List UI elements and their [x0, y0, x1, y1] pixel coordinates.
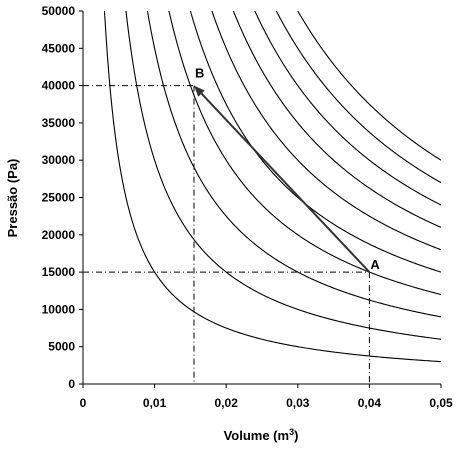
y-tick-label: 20000 [42, 228, 76, 242]
guide-lines [83, 85, 370, 384]
isotherm-curve [254, 10, 442, 206]
y-tick-label: 10000 [42, 302, 76, 316]
isotherm-curve [168, 10, 442, 296]
process-arrow-layer [193, 85, 371, 273]
y-tick-label: 5000 [48, 340, 75, 354]
x-axis-title: Volume (m3) [224, 427, 299, 443]
y-tick-label: 45000 [42, 41, 76, 55]
x-tick-label: 0,02 [215, 396, 239, 410]
y-tick-label: 40000 [42, 79, 76, 93]
isotherm-curve [146, 10, 442, 318]
process-arrow-shaft [200, 92, 371, 273]
process-arrow-head [193, 85, 205, 97]
isotherm-curve [275, 10, 442, 184]
isotherm-curve [125, 10, 442, 340]
isotherm-curves [103, 10, 442, 363]
x-axis-title-superscript: 3 [289, 427, 294, 437]
x-tick-label: 0,03 [286, 396, 310, 410]
isotherm-curve [297, 10, 442, 161]
point-label-a: A [370, 257, 380, 272]
point-label-b: B [195, 66, 204, 81]
isotherm-curve [211, 10, 442, 251]
y-tick-label: 30000 [42, 153, 76, 167]
x-tick-label: 0,04 [358, 396, 382, 410]
x-tick-label: 0,01 [143, 396, 167, 410]
axes [79, 10, 442, 388]
isotherm-curve [103, 10, 442, 363]
tick-labels: 0 5000 10000 15000 20000 25000 30000 35000 40000… [42, 4, 453, 410]
y-tick-label: 25000 [42, 191, 76, 205]
y-tick-label: 50000 [42, 4, 76, 18]
isotherm-curve [232, 10, 442, 228]
y-axis-title: Pressão (Pa) [5, 159, 20, 238]
y-tick-label: 0 [68, 377, 75, 391]
y-tick-label: 35000 [42, 116, 76, 130]
x-axis-title-suffix: ) [294, 428, 298, 443]
point-labels: AB [195, 66, 380, 273]
x-tick-label: 0,05 [429, 396, 453, 410]
y-tick-label: 15000 [42, 265, 76, 279]
x-tick-label: 0 [80, 396, 87, 410]
isotherm-curve [189, 10, 442, 273]
